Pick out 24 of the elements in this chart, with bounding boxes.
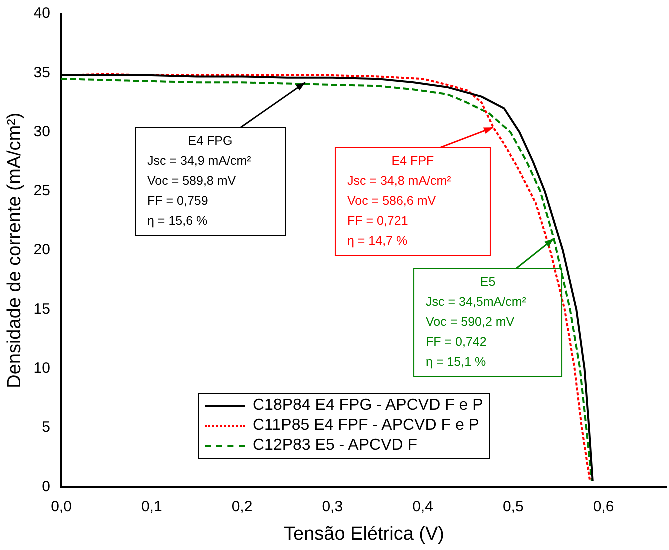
y-tick-label: 0 [42,478,50,496]
y-axis-title: Densidade de corrente (mA/cm²) [4,112,26,388]
x-tick-label: 0,5 [502,498,524,516]
legend-label: C18P84 E4 FPG - APCVD F e P [253,397,484,415]
x-tick-label: 0,1 [141,498,162,516]
x-tick-label: 0,2 [232,498,253,516]
y-tick-label: 10 [34,360,50,378]
annotation: E4 FPF Jsc = 34,8 mA/cm² Voc = 586,6 mV FF = 0,721 η = 14,7 % [347,154,452,248]
y-tick-label: 15 [34,300,50,318]
y-tick-label: 35 [34,64,50,82]
annotation: E4 FPG Jsc = 34,9 mA/cm² Voc = 589,8 mV FF = 0,759 η = 15,6 % [148,134,252,228]
x-tick-label: 0,0 [51,498,72,516]
x-axis-title: Tensão Elétrica (V) [284,524,444,545]
annotation: E5 Jsc = 34,5mA/cm² Voc = 590,2 mV FF = 0,742 η = 15,1 % [426,275,526,370]
x-tick-label: 0,4 [412,498,434,516]
x-tick-label: 0,3 [322,498,344,516]
y-tick-label: 30 [34,123,50,140]
x-tick-label: 0,6 [593,498,614,516]
y-tick-label: 5 [42,419,50,436]
legend-label: C12P83 E5 - APCVD F [253,437,418,455]
y-tick-label: 20 [34,242,50,259]
y-tick-label: 25 [34,182,50,200]
legend-label: C11P85 E4 FPF - APCVD F e P [253,417,480,435]
y-tick-label: 40 [34,5,50,22]
